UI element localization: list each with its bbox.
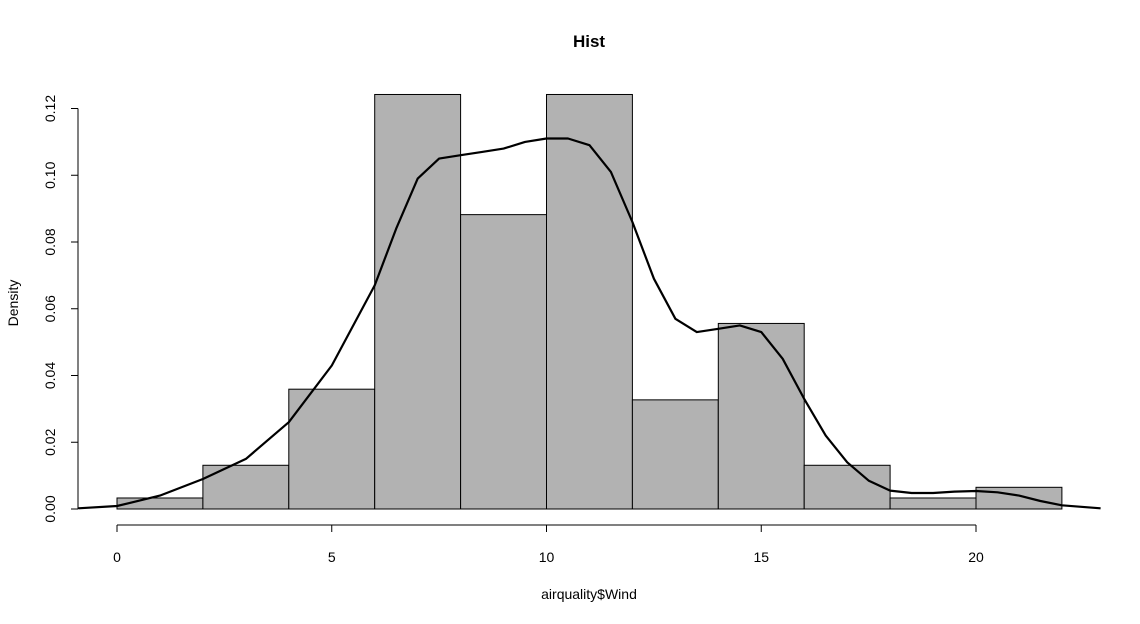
histogram-bars (116, 93, 1063, 510)
histogram-bar (288, 388, 376, 510)
histogram-bar (631, 399, 719, 510)
x-tick-label: 0 (113, 549, 121, 565)
x-tick-label: 5 (328, 549, 336, 565)
histogram-bar (460, 214, 548, 510)
y-tick-label: 0.02 (42, 428, 58, 455)
chart-title: Hist (573, 32, 605, 51)
histogram-bar (803, 464, 891, 510)
density-curve (78, 137, 1101, 510)
y-tick-label: 0.10 (42, 161, 58, 188)
y-tick-label: 0.04 (42, 362, 58, 389)
y-tick-label: 0.08 (42, 228, 58, 255)
x-tick-label: 20 (968, 549, 984, 565)
y-tick-label: 0.00 (42, 495, 58, 522)
y-axis: 0.00 0.02 0.04 0.06 0.08 0.10 0.12 (42, 95, 79, 523)
x-tick-label: 10 (539, 549, 555, 565)
histogram-bar (975, 486, 1063, 510)
x-axis: 0 5 10 15 20 (113, 524, 984, 565)
histogram-bar (546, 93, 633, 510)
x-tick-label: 15 (753, 549, 769, 565)
y-tick-label: 0.06 (42, 295, 58, 322)
histogram-bar (717, 322, 805, 510)
x-axis-label: airquality$Wind (541, 586, 637, 602)
histogram-bar (889, 497, 977, 510)
y-axis-label: Density (5, 280, 21, 327)
y-tick-label: 0.12 (42, 95, 58, 122)
